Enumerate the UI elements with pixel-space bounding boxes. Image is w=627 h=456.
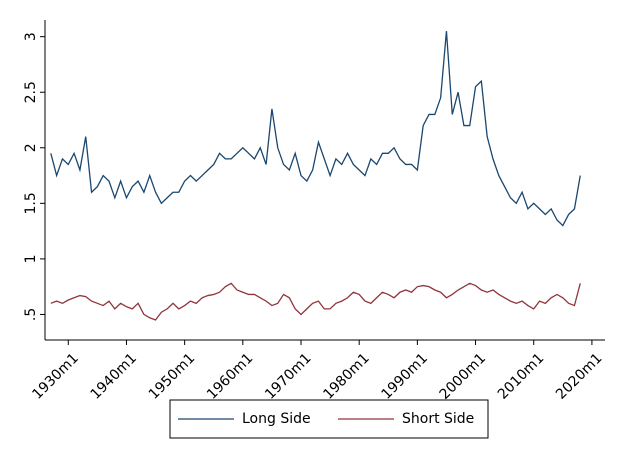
legend-box <box>169 399 489 439</box>
x-tick-label: 1990m1 <box>379 350 431 402</box>
y-tick-label: 2.5 <box>23 81 39 103</box>
y-tick-label: 2 <box>23 143 39 152</box>
y-tick-label: 1.5 <box>23 192 39 214</box>
series-line <box>50 282 581 321</box>
x-tick-label: 1930m1 <box>29 350 81 402</box>
x-tick-label: 2010m1 <box>495 350 547 402</box>
legend-label: Short Side <box>402 411 474 427</box>
x-tick-label: 1960m1 <box>204 350 256 402</box>
legend-label: Long Side <box>242 411 311 427</box>
y-tick-label: .5 <box>23 308 39 321</box>
x-tick-label: 1940m1 <box>88 350 140 402</box>
x-tick-label: 1980m1 <box>320 350 372 402</box>
y-tick-label: 3 <box>23 32 39 41</box>
y-tick-label: 1 <box>23 254 39 263</box>
x-tick-label: 1970m1 <box>262 350 314 402</box>
x-tick-label: 2000m1 <box>437 350 489 402</box>
x-tick-label: 2020m1 <box>553 350 605 402</box>
x-tick-label: 1950m1 <box>146 350 198 402</box>
series-line <box>50 31 581 227</box>
